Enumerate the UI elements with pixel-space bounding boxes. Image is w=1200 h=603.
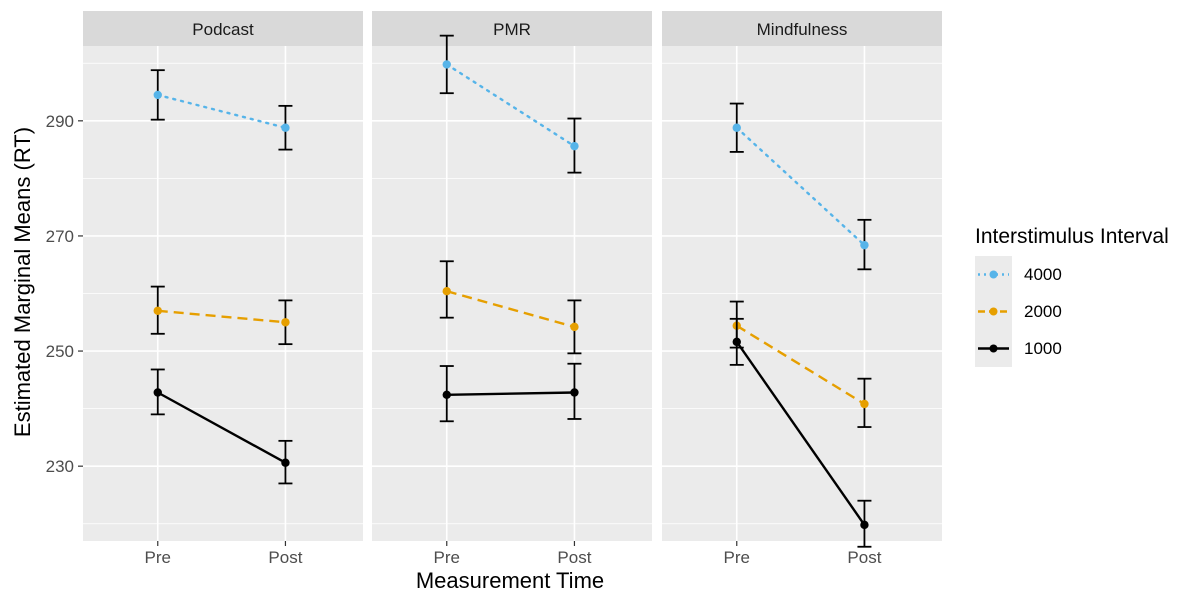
y-axis-title: Estimated Marginal Means (RT) bbox=[10, 127, 35, 437]
data-point bbox=[570, 322, 579, 332]
series-2000 bbox=[150, 285, 293, 346]
y-tick-label: 270 bbox=[46, 227, 74, 246]
data-point bbox=[153, 90, 162, 100]
x-axis-title: Measurement Time bbox=[416, 568, 604, 593]
y-tick-label: 230 bbox=[46, 457, 74, 476]
data-point bbox=[281, 458, 290, 467]
data-point bbox=[281, 123, 290, 132]
series-1000 bbox=[439, 362, 582, 423]
series-4000 bbox=[439, 34, 582, 174]
data-point bbox=[570, 388, 579, 397]
data-point bbox=[442, 60, 451, 69]
series-line bbox=[156, 93, 287, 129]
facet-strip-label: Podcast bbox=[192, 20, 254, 39]
data-point bbox=[860, 240, 869, 250]
data-point bbox=[860, 399, 869, 409]
series-line bbox=[735, 126, 866, 247]
data-point bbox=[442, 390, 451, 400]
series-line bbox=[157, 391, 287, 464]
legend-key-point bbox=[989, 270, 998, 279]
legend-key-point bbox=[989, 344, 998, 353]
data-point bbox=[153, 388, 162, 397]
facet-strip bbox=[83, 11, 363, 46]
series-4000 bbox=[150, 69, 293, 151]
series-line bbox=[157, 309, 286, 324]
series-1000 bbox=[150, 368, 293, 485]
x-tick-label: Pre bbox=[434, 548, 460, 567]
facet-strip-label: Mindfulness bbox=[757, 20, 848, 39]
facet-panel-pmr: PMR Pre Post bbox=[372, 11, 652, 567]
legend: Interstimulus Interval 4000 2000 1000 bbox=[975, 225, 1169, 367]
y-axis-ticks: 230 250 270 290 bbox=[46, 112, 83, 476]
legend-label: 4000 bbox=[1024, 265, 1062, 284]
legend-label: 1000 bbox=[1024, 339, 1062, 358]
data-point bbox=[860, 520, 869, 530]
series-2000 bbox=[439, 260, 582, 355]
facet-panel-mindfulness: Mindfulness Pre Post bbox=[662, 11, 942, 567]
series-line bbox=[735, 341, 866, 526]
data-point bbox=[442, 286, 451, 296]
legend-title: Interstimulus Interval bbox=[975, 225, 1169, 248]
series-1000 bbox=[729, 317, 872, 548]
x-tick-label: Pre bbox=[724, 548, 750, 567]
x-tick-label: Pre bbox=[145, 548, 171, 567]
y-tick-label: 290 bbox=[46, 112, 74, 131]
facet-strip bbox=[662, 11, 942, 46]
data-point bbox=[281, 318, 290, 327]
series-line bbox=[446, 290, 575, 329]
y-tick-label: 250 bbox=[46, 342, 74, 361]
data-point bbox=[732, 337, 741, 347]
facet-strip bbox=[372, 11, 652, 46]
facet-strip-label: PMR bbox=[493, 20, 531, 39]
series-line bbox=[736, 324, 866, 406]
legend-label: 2000 bbox=[1024, 302, 1062, 321]
legend-key-point bbox=[989, 307, 998, 316]
series-4000 bbox=[729, 102, 872, 271]
x-tick-label: Post bbox=[557, 548, 591, 567]
series-line bbox=[446, 391, 575, 397]
facet-panel-podcast: Podcast Pre Post bbox=[83, 11, 363, 567]
data-point bbox=[732, 123, 741, 132]
data-point bbox=[153, 306, 162, 315]
x-tick-label: Post bbox=[268, 548, 302, 567]
x-tick-label: Post bbox=[847, 548, 881, 567]
series-line bbox=[445, 63, 576, 148]
data-point bbox=[570, 141, 579, 151]
